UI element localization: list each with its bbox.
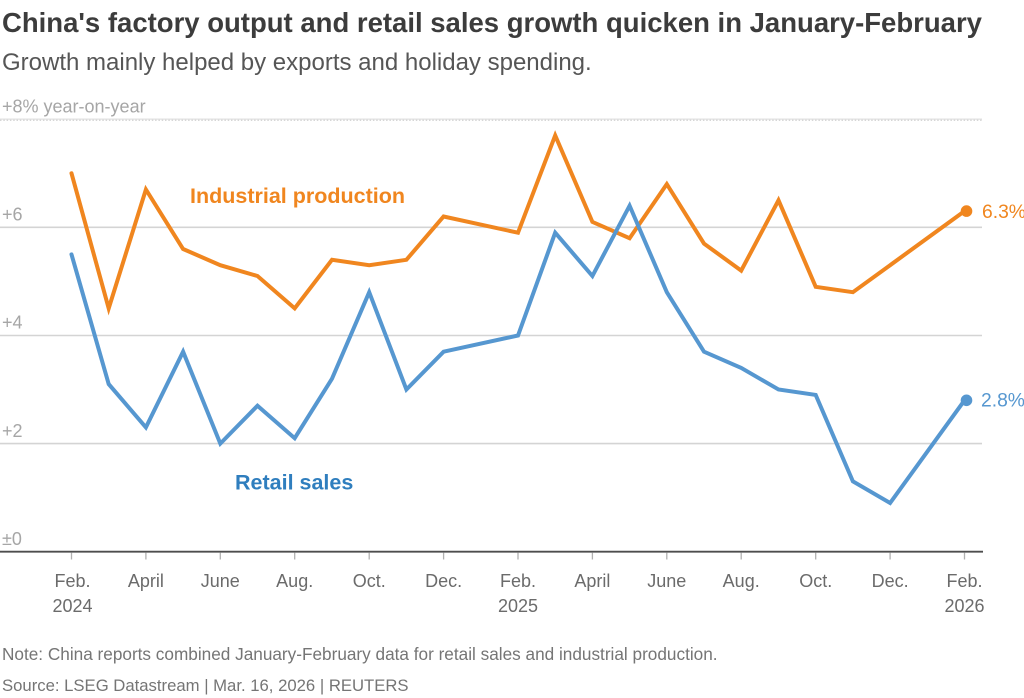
svg-text:June: June <box>201 571 240 591</box>
svg-text:2.8%: 2.8% <box>981 391 1024 412</box>
svg-text:Retail sales: Retail sales <box>235 471 353 495</box>
svg-text:Feb.: Feb. <box>54 571 90 591</box>
svg-text:2026: 2026 <box>944 596 984 616</box>
svg-text:Aug.: Aug. <box>723 571 760 591</box>
svg-text:Dec.: Dec. <box>425 571 462 591</box>
svg-text:+8% year-on-year: +8% year-on-year <box>2 97 146 117</box>
svg-text:Dec.: Dec. <box>872 571 909 591</box>
svg-text:June: June <box>647 571 686 591</box>
svg-text:Oct.: Oct. <box>353 571 386 591</box>
svg-text:April: April <box>128 571 164 591</box>
svg-text:6.3%: 6.3% <box>982 202 1024 223</box>
svg-text:Aug.: Aug. <box>276 571 313 591</box>
svg-text:2024: 2024 <box>52 596 92 616</box>
svg-text:+2: +2 <box>2 421 23 441</box>
svg-text:Feb.: Feb. <box>946 571 982 591</box>
svg-text:+6: +6 <box>2 205 23 225</box>
svg-text:Industrial production: Industrial production <box>190 184 405 208</box>
svg-text:±0: ±0 <box>2 529 22 549</box>
svg-text:April: April <box>574 571 610 591</box>
svg-text:+4: +4 <box>2 313 23 333</box>
svg-text:2025: 2025 <box>498 596 538 616</box>
svg-text:Feb.: Feb. <box>500 571 536 591</box>
svg-text:Oct.: Oct. <box>799 571 832 591</box>
